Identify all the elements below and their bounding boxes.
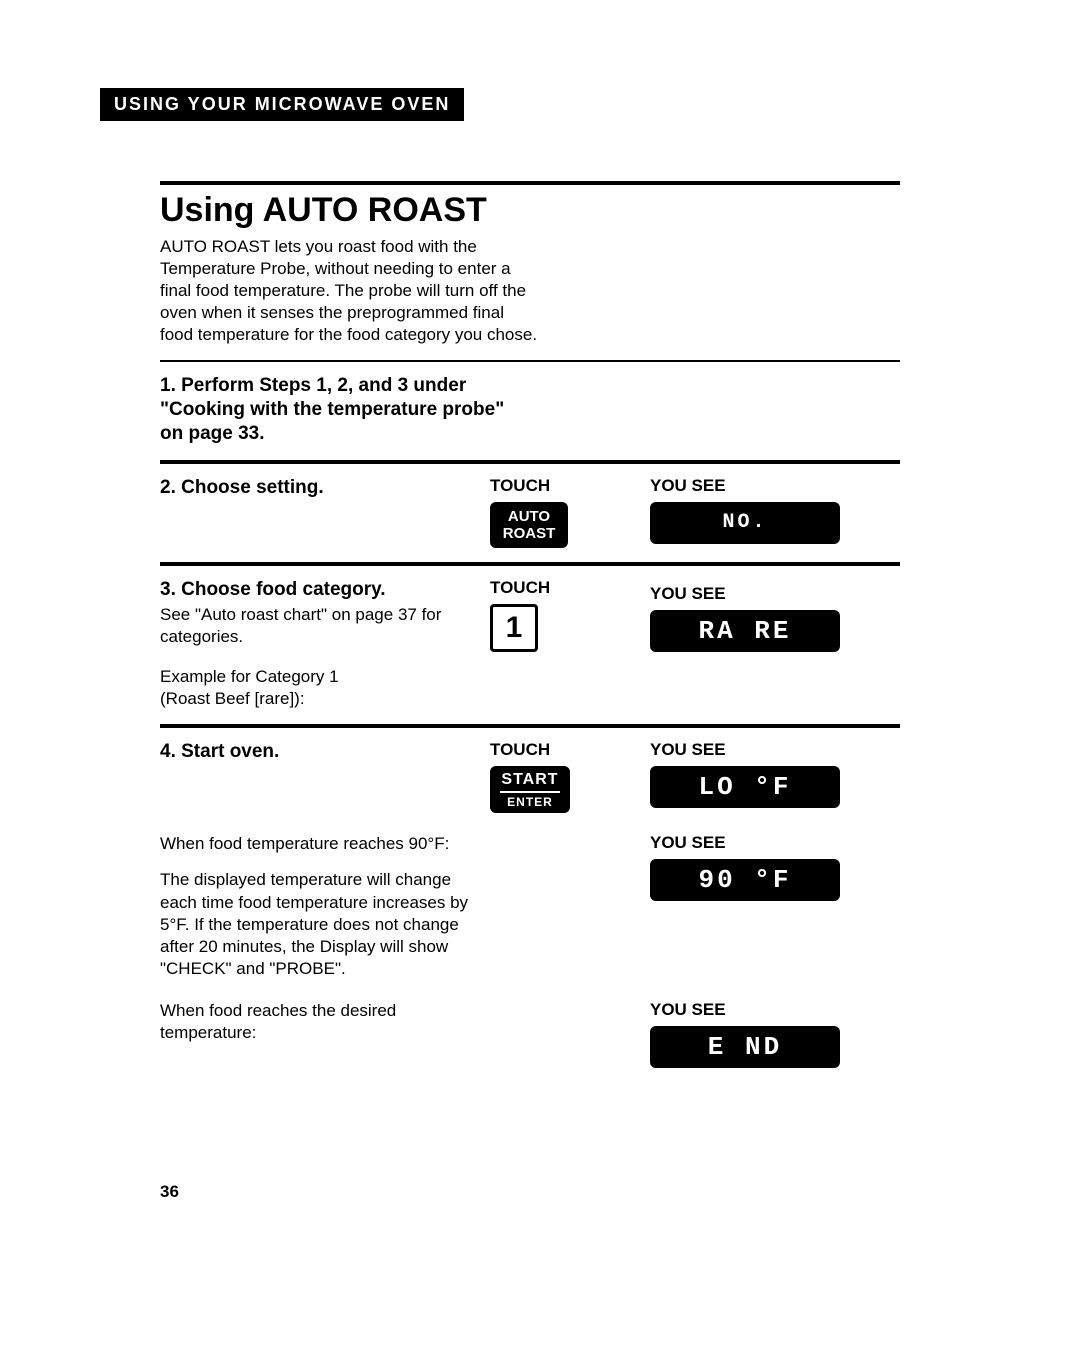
touch-label-3: TOUCH xyxy=(490,578,620,598)
auto-roast-button-line1: AUTO xyxy=(508,508,550,525)
yousee-label: YOU SEE xyxy=(650,476,840,496)
rule-top xyxy=(160,181,900,185)
step4b-text: When food reaches the desired temperatur… xyxy=(160,1000,470,1044)
touch-label-4: TOUCH xyxy=(490,740,620,760)
step-3-title: 3. Choose food category. xyxy=(160,578,470,602)
page-title: Using AUTO ROAST xyxy=(160,191,900,230)
keypad-1-button[interactable]: 1 xyxy=(490,604,538,652)
start-enter-button[interactable]: START ENTER xyxy=(490,766,570,813)
step-3-example-line1: Example for Category 1 xyxy=(160,667,339,686)
display-lo: LO °F xyxy=(650,766,840,808)
section-header: USING YOUR MICROWAVE OVEN xyxy=(100,88,464,121)
step-3-sub: See "Auto roast chart" on page 37 for ca… xyxy=(160,604,470,648)
step4a-line1: When food temperature reaches 90°F: xyxy=(160,833,470,855)
auto-roast-button-line2: ROAST xyxy=(503,525,556,542)
step-2: 2. Choose setting. TOUCH AUTO ROAST YOU … xyxy=(160,464,900,563)
touch-label: TOUCH xyxy=(490,476,620,496)
yousee-label-3: YOU SEE xyxy=(650,584,840,604)
step-1: 1. Perform Steps 1, 2, and 3 under "Cook… xyxy=(160,362,900,459)
step-4: 4. Start oven. TOUCH START ENTER YOU SEE… xyxy=(160,728,900,1082)
step-2-title: 2. Choose setting. xyxy=(160,476,470,500)
display-90f: 90 °F xyxy=(650,859,840,901)
display-no: NO. xyxy=(650,502,840,544)
step4a-para: The displayed temperature will change ea… xyxy=(160,869,470,979)
yousee-label-4: YOU SEE xyxy=(650,740,840,760)
auto-roast-button[interactable]: AUTO ROAST xyxy=(490,502,568,549)
step-3: 3. Choose food category. See "Auto roast… xyxy=(160,566,900,724)
display-rare: RA RE xyxy=(650,610,840,652)
step-4-title: 4. Start oven. xyxy=(160,740,470,764)
intro-text: AUTO ROAST lets you roast food with the … xyxy=(160,236,540,346)
enter-line: ENTER xyxy=(500,795,560,809)
step-1-title: 1. Perform Steps 1, 2, and 3 under "Cook… xyxy=(160,374,520,445)
page-number: 36 xyxy=(160,1182,900,1202)
yousee-label-4b: YOU SEE xyxy=(650,1000,840,1020)
yousee-label-4a: YOU SEE xyxy=(650,833,840,853)
display-end: E ND xyxy=(650,1026,840,1068)
start-line: START xyxy=(500,771,560,793)
step-3-example-line2: (Roast Beef [rare]): xyxy=(160,689,305,708)
